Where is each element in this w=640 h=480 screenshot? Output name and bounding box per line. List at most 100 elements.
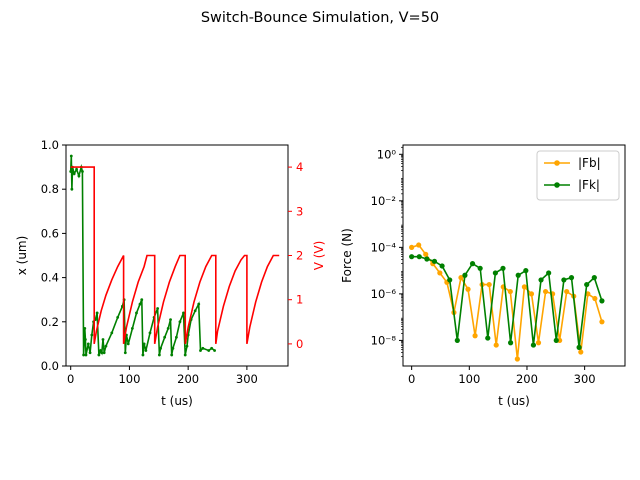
x-series-point	[182, 311, 185, 315]
force-series-point	[454, 337, 460, 344]
force-series-point	[416, 254, 422, 260]
left-x-axis-label: t (us)	[161, 394, 193, 408]
x-series-point	[213, 349, 216, 352]
force-series-group	[409, 242, 605, 362]
x-series-point	[99, 349, 103, 352]
x-series-point	[170, 353, 174, 357]
force-y-tick-label: 10⁰	[377, 147, 397, 161]
force-series-point	[485, 335, 491, 341]
x-series-point	[199, 349, 202, 352]
figure-title: Switch-Bounce Simulation, V=50	[201, 10, 439, 26]
x-series-point	[70, 187, 74, 191]
force-series-point	[492, 270, 498, 276]
left-y-axis-label: x (um)	[15, 236, 29, 276]
force-series-point	[500, 265, 506, 271]
x-series-point	[110, 331, 114, 335]
x-series-point	[178, 320, 182, 324]
x-series-point	[102, 351, 106, 355]
force-series-point	[538, 277, 544, 283]
force-x-tick-label: 100	[458, 372, 480, 386]
v-series-line	[70, 166, 280, 345]
x-series-point	[83, 338, 87, 341]
x-series-point	[183, 353, 187, 357]
x-series-point	[95, 311, 99, 315]
x-series-point	[138, 302, 142, 306]
force-series-point	[514, 356, 520, 362]
force-series-point	[523, 268, 529, 274]
x-series-point	[135, 311, 138, 315]
legend-fb-label: |Fb|	[578, 156, 601, 170]
x-series-point	[88, 351, 92, 355]
x-series-point	[156, 307, 160, 310]
force-series-point	[584, 281, 590, 288]
legend-fb-marker	[554, 160, 560, 166]
force-series-point	[507, 340, 514, 346]
x-series-point	[69, 154, 73, 158]
x-series-point	[144, 349, 148, 352]
x-tick-label: 0	[67, 372, 74, 386]
force-series-point	[409, 254, 415, 260]
right-plot-frame	[402, 144, 626, 367]
x-series-point	[185, 344, 189, 348]
left-y-ticks: 0.0 0.2 0.4 0.6 0.8 1.0	[41, 138, 66, 373]
left-x-ticks: 0 100 200 300	[67, 366, 258, 386]
force-series-point	[409, 244, 415, 250]
y-tick-label: 0.2	[41, 315, 59, 329]
force-series-point	[423, 251, 429, 257]
force-series-point	[591, 275, 597, 281]
force-series-point	[546, 270, 552, 276]
x-series-point	[148, 331, 152, 335]
x-series-point	[142, 342, 146, 346]
force-series-point	[515, 272, 521, 278]
force-series-point	[458, 275, 464, 281]
y-tick-label: 0.0	[41, 359, 59, 373]
x-series-point	[81, 170, 84, 173]
x-series-point	[90, 333, 94, 337]
force-y-axis-label: Force (N)	[340, 228, 354, 283]
force-series-point	[486, 281, 492, 288]
right-y-tick-label: 0	[296, 337, 303, 351]
x-series-point	[123, 351, 127, 355]
force-x-ticks: 0 100 200 300	[408, 366, 596, 386]
force-series-point	[530, 342, 537, 348]
force-series-point	[535, 340, 542, 346]
force-x-axis-label: t (us)	[498, 394, 530, 408]
x-tick-label: 300	[236, 372, 258, 386]
x-series-point	[166, 327, 170, 330]
force-series-point	[465, 286, 471, 292]
force-series-point	[521, 284, 528, 290]
x-series-group	[69, 154, 216, 357]
force-y-tick-label: 10⁻⁶	[371, 287, 397, 301]
force-series-point	[472, 333, 478, 339]
right-y-axis-label: V (V)	[312, 241, 326, 271]
x-tick-label: 200	[177, 372, 199, 386]
left-right-y-ticks: 0 1 2 3 4	[288, 160, 303, 351]
force-series-point	[599, 298, 605, 304]
x-series-point	[159, 346, 162, 350]
force-y-tick-label: 10⁻⁴	[371, 240, 397, 254]
legend: |Fb| |Fk|	[536, 150, 620, 201]
x-series-point	[75, 167, 78, 171]
force-series-point	[437, 270, 443, 276]
x-series-point	[157, 353, 161, 357]
force-series-line	[411, 255, 603, 348]
x-series-point	[163, 335, 167, 339]
x-series-point	[97, 353, 101, 357]
force-y-ticks: 10⁰ 10⁻² 10⁻⁴ 10⁻⁶ 10⁻⁸	[371, 146, 403, 358]
force-series-point	[528, 291, 535, 297]
right-y-tick-label: 3	[296, 204, 303, 218]
y-tick-label: 1.0	[41, 138, 59, 152]
force-x-tick-label: 200	[516, 372, 538, 386]
force-series-point	[424, 256, 430, 262]
force-series-point	[477, 265, 483, 271]
x-series-point	[126, 342, 130, 346]
y-tick-label: 0.4	[41, 271, 59, 285]
x-series-point	[169, 318, 172, 321]
force-series-point	[592, 295, 598, 302]
force-x-tick-label: 300	[574, 372, 596, 386]
x-series-point	[101, 338, 105, 341]
x-series-point	[207, 349, 211, 352]
force-series-point	[561, 277, 567, 283]
left-plot: 0 100 200 300 0.0 0.2 0.4 0.6 0.8 1.0 0 1 2 3 4 t (u…	[15, 138, 326, 408]
